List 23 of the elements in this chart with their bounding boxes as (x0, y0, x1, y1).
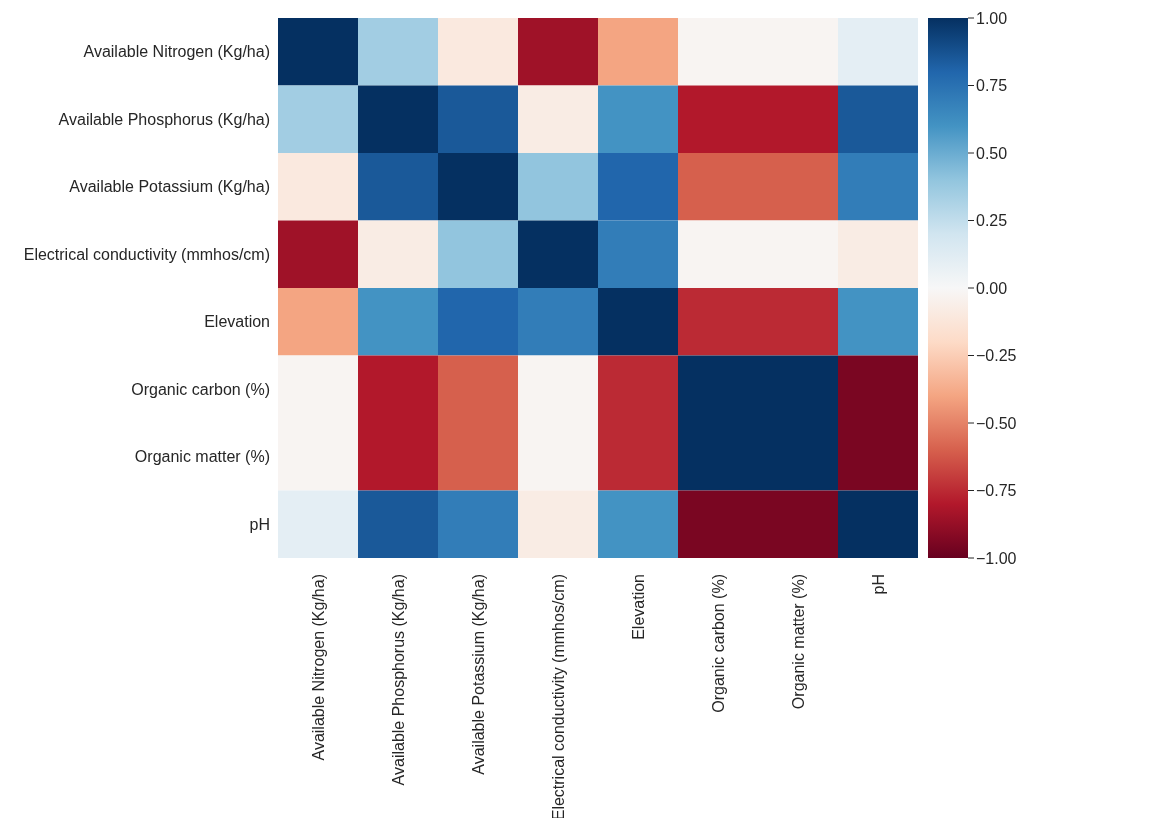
y-tick-label: pH (249, 515, 270, 533)
color-bar-label: −1.00 (976, 549, 1017, 567)
color-bar-label: −0.50 (976, 414, 1017, 432)
y-tick-label: Electrical conductivity (mmhos/cm) (23, 245, 270, 263)
x-tick-label: Available Potassium (Kg/ha) (469, 574, 487, 775)
y-tick-label: Organic matter (%) (134, 448, 270, 466)
y-tick-label: Available Nitrogen (Kg/ha) (83, 43, 270, 61)
color-bar-label: 0.75 (976, 77, 1008, 95)
x-tick-label: Available Phosphorus (Kg/ha) (389, 574, 407, 786)
color-bar-label: 0.50 (976, 144, 1008, 162)
color-bar-label: 0.00 (976, 279, 1008, 297)
y-tick-label: Elevation (204, 313, 270, 331)
y-tick-label: Available Potassium (Kg/ha) (69, 178, 270, 196)
x-tick-label: pH (869, 574, 887, 595)
color-bar-label: −0.75 (976, 482, 1017, 500)
color-bar-label: 1.00 (976, 9, 1008, 27)
x-tick-label: Organic matter (%) (789, 574, 807, 710)
x-tick-label: Elevation (629, 574, 647, 640)
color-bar-label: −0.25 (976, 347, 1017, 365)
y-tick-label: Available Phosphorus (Kg/ha) (58, 110, 270, 128)
color-bar-label: 0.25 (976, 212, 1008, 230)
y-tick-label: Organic carbon (%) (131, 380, 270, 398)
x-tick-label: Organic carbon (%) (709, 574, 727, 713)
